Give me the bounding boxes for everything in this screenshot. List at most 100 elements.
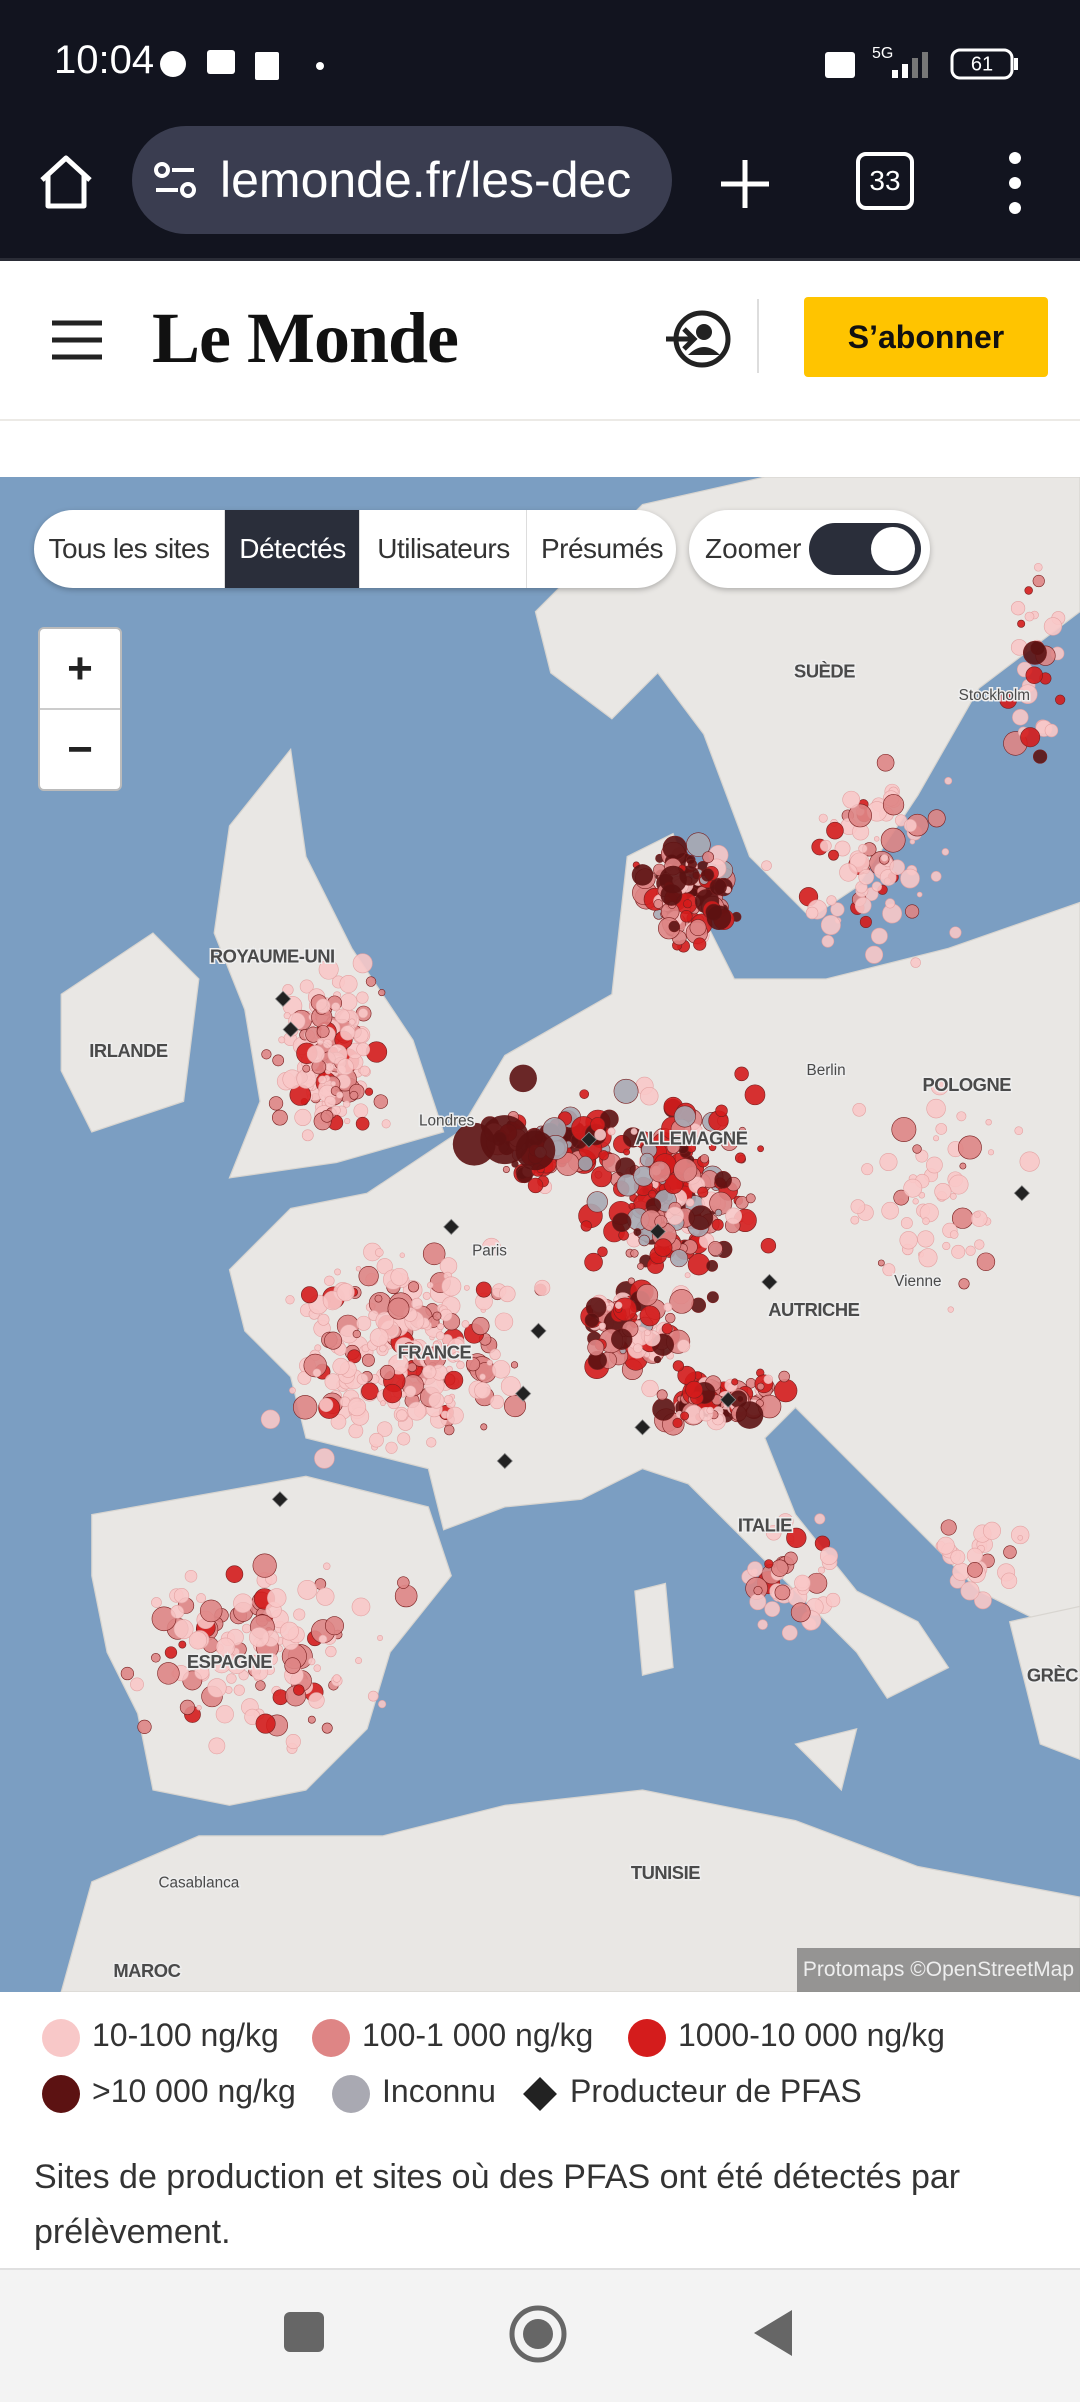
site-dot [378,989,386,997]
site-dot [327,1044,348,1065]
site-dot [196,1593,207,1604]
site-dot [700,868,715,882]
site-dot [882,1263,896,1277]
site-dot [170,1605,185,1619]
site-dot [586,1191,608,1213]
hamburger-menu[interactable] [50,319,104,361]
site-dot [708,1143,717,1152]
zoom-in[interactable]: + [40,629,120,710]
site-dot [339,993,358,1011]
site-dot [322,1038,333,1049]
zoom-out[interactable]: − [67,725,93,774]
site-dot [358,1008,369,1019]
site-dot [359,1065,371,1077]
zoom-toggle[interactable]: Zoomer [689,510,930,588]
toggle-switch[interactable] [809,523,921,575]
site-dot [364,1087,374,1096]
producer-marker [761,1273,778,1291]
site-dot [900,1217,913,1230]
site-dot [909,838,916,845]
site-dot [432,1311,442,1321]
site-dot [826,821,844,840]
navigation-bar [0,2268,1080,2402]
tab-count[interactable]: 33 [856,152,914,210]
site-dot [912,1198,919,1205]
battery-level: 61 [971,53,993,75]
site-dot [408,1281,420,1293]
subscribe-button[interactable]: S’abonner [804,297,1048,377]
map[interactable]: SUÈDE Stockholm ROYAUME-UNI IRLANDE POLOGNE B… [0,477,1080,1992]
producer-marker [530,1322,547,1340]
site-dot [685,1198,695,1207]
site-dot [930,871,942,882]
attribution[interactable]: Protomaps ©OpenStreetMap [796,1948,1080,1992]
site-dot [861,1163,874,1176]
menu-button[interactable] [1000,148,1030,218]
site-dot [427,1281,434,1289]
site-dot [680,910,693,923]
site-dot [426,1437,437,1448]
site-dot [1017,1535,1023,1541]
new-tab-button[interactable] [715,154,775,214]
logo[interactable]: Le Monde [152,298,459,378]
site-dot [199,1599,223,1623]
divider [757,299,759,373]
site-dot [340,1025,356,1041]
recents-button[interactable] [282,2310,328,2356]
site-dot [1032,749,1048,764]
site-dot [379,1344,387,1353]
site-dot [284,1657,301,1674]
site-dot [353,1028,369,1044]
filter-button[interactable]: Détectés [224,510,360,588]
account-button[interactable] [664,307,734,371]
site-dot [879,869,897,886]
site-dot [916,891,923,898]
site-dot [502,1165,510,1173]
site-dot [443,1395,454,1405]
map-canvas[interactable]: SUÈDE Stockholm ROYAUME-UNI IRLANDE POLOGNE B… [0,477,1080,1992]
back-button[interactable] [750,2306,800,2360]
site-dot [683,899,693,909]
site-dot [905,904,920,919]
legend-swatch [42,2074,80,2113]
legend-swatch [42,2018,80,2057]
site-dot [761,860,772,871]
site-dot [233,1684,245,1696]
site-dot [356,1373,369,1385]
site-dot [652,1397,676,1421]
site-dot [805,906,819,920]
site-dot [614,1301,623,1309]
site-dot [339,974,358,994]
site-dot [367,1690,379,1702]
filter-button[interactable]: Tous les sites [48,533,210,564]
filter-button[interactable]: Utilisateurs [359,510,527,588]
home-nav-button[interactable] [508,2304,568,2364]
site-dot [351,1597,371,1617]
site-dot [611,1212,632,1233]
site-dot [731,1378,739,1386]
site-dot [1017,684,1038,705]
map-label: GRÈC [1027,1665,1078,1686]
site-dot [781,1624,798,1641]
site-settings-icon[interactable] [154,160,198,200]
site-dot [734,1152,746,1164]
site-dot [396,1409,408,1421]
site-dot [999,691,1018,709]
filter-button[interactable]: Présumés [526,510,676,588]
site-dot [294,1108,312,1126]
address-bar[interactable]: lemonde.fr/les-dec [132,126,672,234]
site-dot [771,1559,789,1577]
site-dot [590,1166,613,1188]
site-dot [255,1680,266,1691]
producer-marker [649,1223,666,1240]
site-dot [356,1042,371,1057]
home-button[interactable] [36,152,96,212]
site-dot [376,1421,393,1437]
site-dot [369,1328,389,1347]
producer-marker [443,1218,460,1235]
site-dot [764,1559,774,1569]
site-dot [358,1266,379,1287]
site-dot [443,1424,455,1436]
site-dot [774,1584,791,1601]
